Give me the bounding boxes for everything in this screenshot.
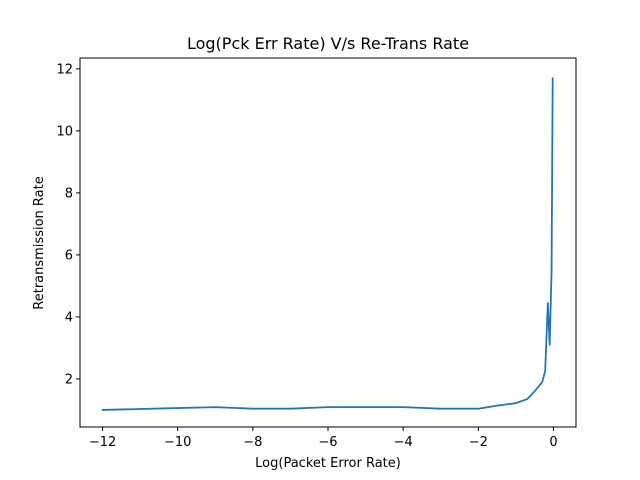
y-tick-label: 8 [65,186,73,201]
x-tick-label: −10 [164,435,191,450]
y-axis: 2 4 6 8 10 12 [56,62,80,387]
x-tick-label: −12 [89,435,116,450]
x-tick-label: −8 [243,435,262,450]
x-axis-label: Log(Packet Error Rate) [255,456,401,471]
series-line [101,77,554,411]
y-tick-label: 6 [65,248,73,263]
y-tick-label: 12 [56,62,73,77]
x-axis: −12 −10 −8 −6 −4 −2 0 [89,427,558,450]
x-tick-label: −2 [469,435,488,450]
y-tick-label: 4 [65,310,73,325]
x-tick-label: 0 [549,435,557,450]
y-tick-label: 10 [56,124,73,139]
x-tick-label: −6 [318,435,337,450]
series-layer [101,77,554,411]
y-axis-label: Retransmission Rate [32,176,47,309]
plot-frame [79,57,577,428]
chart-title: Log(Pck Err Rate) V/s Re-Trans Rate [187,34,469,53]
x-tick-label: −4 [394,435,413,450]
y-tick-label: 2 [65,372,73,387]
